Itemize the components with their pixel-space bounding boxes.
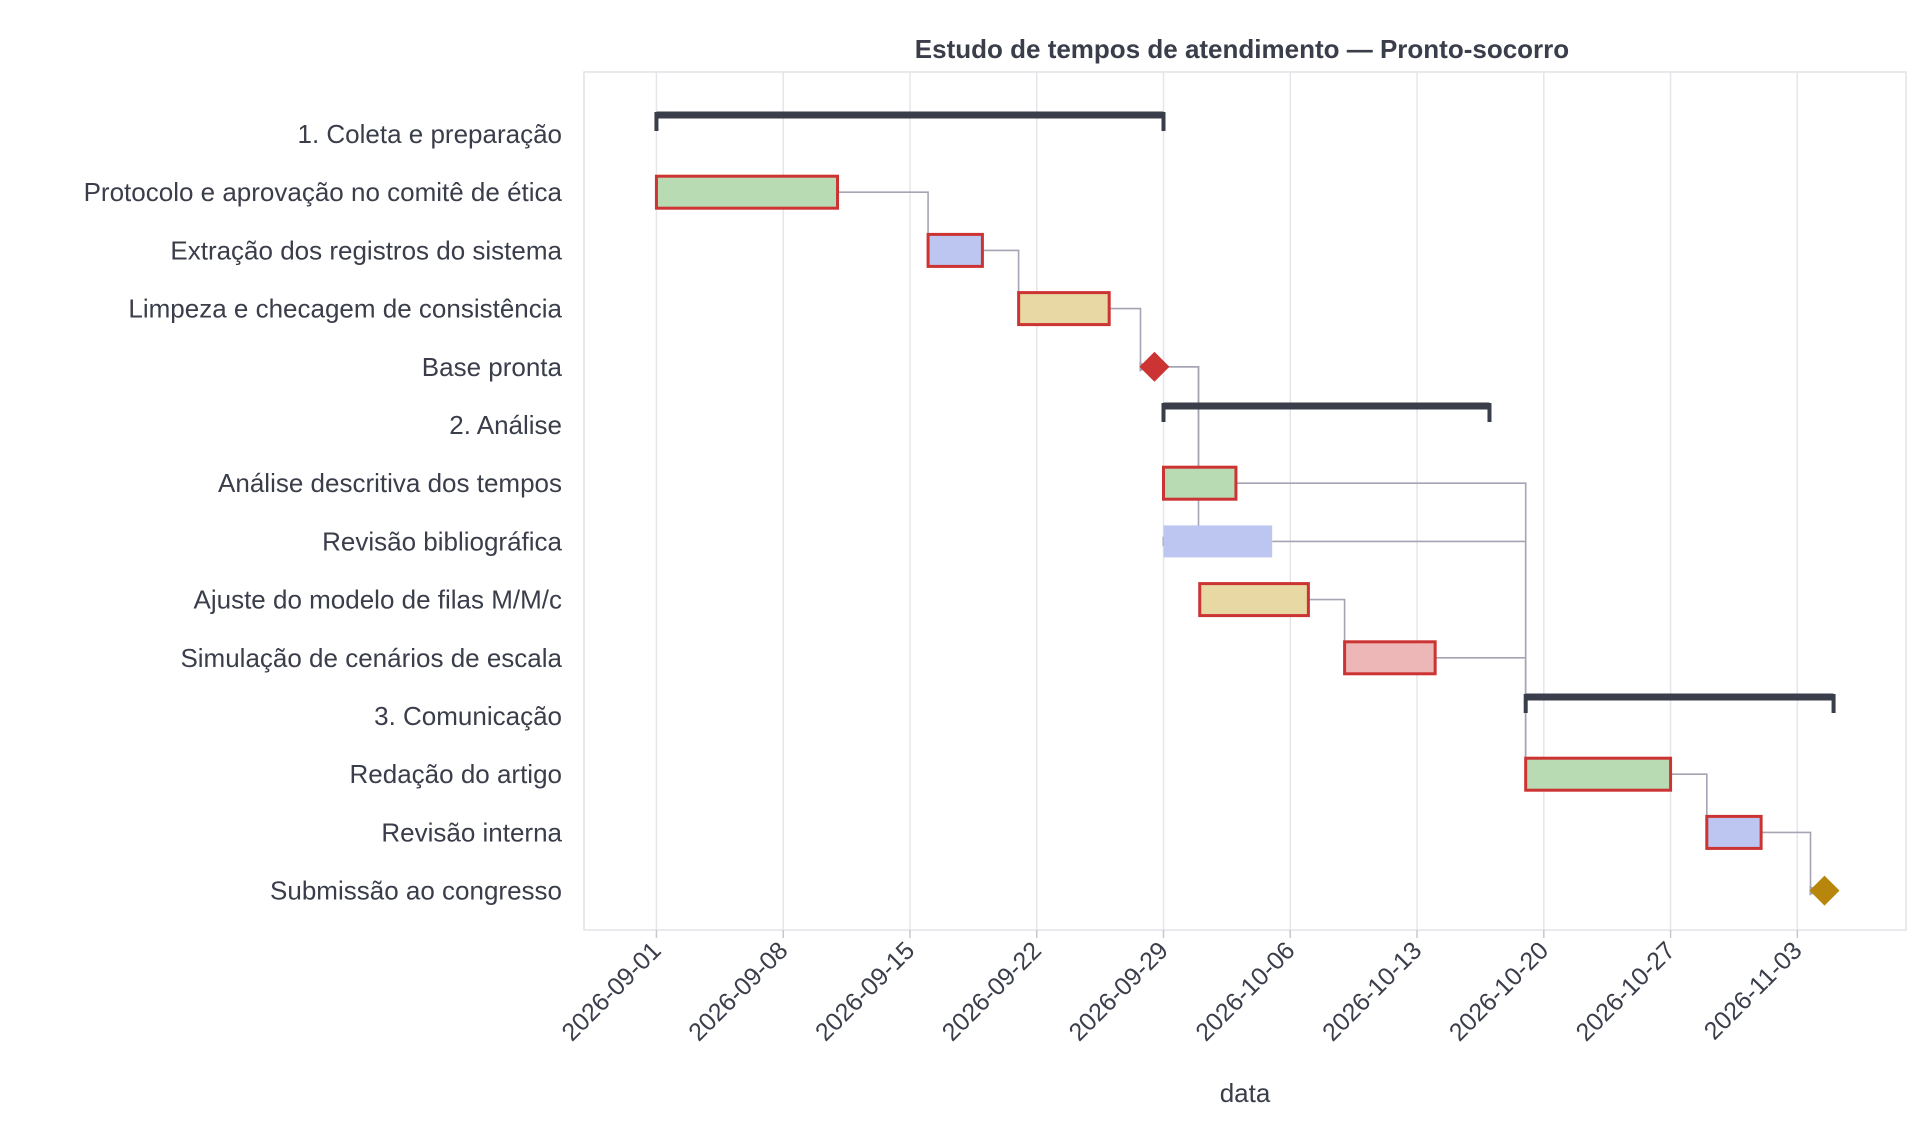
row-label: Ajuste do modelo de filas M/M/c — [194, 585, 563, 615]
task-bar — [1198, 582, 1310, 618]
dependency-link — [1435, 657, 1527, 775]
task-bar — [1705, 814, 1763, 850]
row-label: 2. Análise — [449, 410, 562, 440]
task-bar — [1017, 291, 1111, 327]
row-label: Extração dos registros do sistema — [170, 235, 562, 265]
task-bar — [1163, 525, 1273, 558]
row-label: 1. Coleta e preparação — [297, 119, 562, 149]
task-bar — [1162, 465, 1238, 501]
dependency-link — [1670, 773, 1708, 833]
x-tick-label: 2026-09-29 — [1064, 936, 1174, 1046]
x-tick-label: 2026-11-03 — [1699, 936, 1808, 1045]
dependency-link — [1308, 598, 1346, 658]
dependency-link — [837, 191, 929, 251]
plot-area — [583, 71, 1907, 931]
dependency-link — [982, 249, 1020, 309]
row-labels: 1. Coleta e preparação Protocolo e aprova… — [84, 119, 563, 906]
x-tick-label: 2026-09-08 — [683, 936, 793, 1046]
row-label: Protocolo e aprovação no comitê de ética — [84, 177, 563, 207]
dependency-link — [1109, 307, 1142, 367]
x-axis-label: data — [1220, 1078, 1271, 1108]
x-tick-label: 2026-10-13 — [1317, 936, 1427, 1046]
task-bar — [926, 232, 984, 268]
row-label: Redação do artigo — [350, 759, 562, 789]
row-label: Simulação de cenários de escala — [180, 643, 562, 673]
x-tick-label: 2026-09-01 — [556, 936, 666, 1046]
x-tick-labels: 2026-09-01 2026-09-08 2026-09-15 2026-09-22… — [556, 936, 1807, 1046]
chart-title: Estudo de tempos de atendimento — Pronto… — [915, 34, 1569, 64]
dependency-link — [1761, 831, 1812, 891]
task-bar — [654, 174, 840, 210]
row-label: Base pronta — [422, 352, 563, 382]
task-bars — [654, 111, 1840, 906]
task-bar — [1343, 640, 1437, 676]
row-label: Submissão ao congresso — [270, 876, 562, 906]
x-tick-label: 2026-10-06 — [1190, 936, 1300, 1046]
x-tick-label: 2026-10-27 — [1571, 936, 1681, 1046]
row-label: 3. Comunicação — [374, 701, 562, 731]
grid-lines — [655, 72, 1799, 938]
milestone-diamond — [1809, 875, 1840, 906]
row-label: Análise descritiva dos tempos — [218, 468, 562, 498]
x-tick-label: 2026-10-20 — [1444, 936, 1554, 1046]
milestone-diamond — [1139, 351, 1170, 382]
row-label: Limpeza e checagem de consistência — [128, 294, 562, 324]
x-tick-label: 2026-09-15 — [810, 936, 920, 1046]
row-label: Revisão bibliográfica — [322, 526, 562, 556]
task-bar — [1524, 756, 1673, 792]
x-tick-label: 2026-09-22 — [937, 936, 1047, 1046]
row-label: Revisão interna — [381, 817, 562, 847]
